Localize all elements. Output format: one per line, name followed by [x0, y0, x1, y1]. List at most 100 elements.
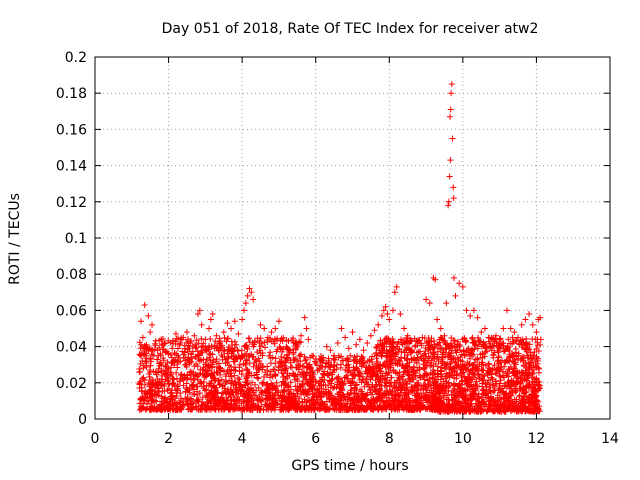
data-point	[267, 360, 274, 367]
data-point	[292, 399, 299, 406]
x-tick-label: 14	[601, 431, 619, 447]
data-point	[291, 356, 298, 363]
data-point	[243, 357, 250, 364]
data-point	[153, 405, 160, 412]
data-point	[236, 384, 243, 391]
data-point	[278, 363, 285, 370]
data-point	[280, 395, 287, 402]
grid	[95, 57, 610, 419]
data-point	[148, 347, 155, 354]
data-point	[172, 387, 179, 394]
data-point	[231, 378, 238, 385]
data-point	[167, 369, 174, 376]
data-point	[195, 396, 202, 403]
data-point	[147, 362, 154, 369]
data-point	[137, 378, 144, 385]
data-point	[177, 358, 184, 365]
data-point	[285, 393, 292, 400]
data-point	[272, 397, 279, 404]
data-point	[280, 345, 287, 352]
data-point	[224, 359, 231, 366]
data-point	[277, 345, 284, 352]
data-point	[358, 363, 365, 370]
data-point	[272, 389, 279, 396]
data-point	[173, 369, 180, 376]
data-point	[193, 337, 200, 344]
data-point	[278, 348, 285, 355]
data-point	[210, 391, 217, 398]
data-point	[246, 405, 253, 412]
data-point	[246, 360, 253, 367]
data-point	[140, 400, 147, 407]
data-point	[159, 395, 166, 402]
data-point	[299, 363, 306, 370]
data-point	[285, 338, 292, 345]
data-point	[278, 353, 285, 360]
data-point	[284, 403, 291, 410]
data-point	[137, 345, 144, 352]
data-point	[238, 387, 245, 394]
data-point	[249, 353, 256, 360]
data-point	[206, 364, 213, 371]
data-point	[190, 369, 197, 376]
data-point	[165, 377, 172, 384]
y-tick-label: 0.02	[56, 376, 87, 392]
data-point	[272, 355, 279, 362]
data-point	[189, 355, 196, 362]
data-point	[193, 371, 200, 378]
data-point	[344, 368, 351, 375]
data-point	[223, 338, 230, 345]
data-point	[164, 375, 171, 382]
data-point	[230, 352, 237, 359]
data-point	[278, 382, 285, 389]
data-point	[157, 401, 164, 408]
data-point	[170, 380, 177, 387]
data-point	[218, 394, 225, 401]
data-point	[228, 373, 235, 380]
data-point	[284, 397, 291, 404]
x-tick-label: 8	[385, 431, 394, 447]
data-point	[269, 392, 276, 399]
data-point	[148, 391, 155, 398]
data-point	[345, 358, 352, 365]
y-axis-label: ROTI / TECUs	[7, 193, 23, 285]
data-point	[269, 385, 276, 392]
data-point	[290, 335, 297, 342]
data-point	[195, 340, 202, 347]
data-point	[182, 357, 189, 364]
data-point	[246, 386, 253, 393]
data-point	[176, 378, 183, 385]
data-point	[158, 340, 165, 347]
data-point	[232, 367, 239, 374]
data-point	[217, 367, 224, 374]
data-point	[213, 344, 220, 351]
data-point	[230, 392, 237, 399]
data-point	[143, 360, 150, 367]
data-point	[309, 375, 316, 382]
y-tick-label: 0.14	[56, 159, 87, 175]
data-point	[202, 401, 209, 408]
data-point	[184, 402, 191, 409]
data-point	[154, 356, 161, 363]
data-point	[214, 363, 221, 370]
data-point	[186, 359, 193, 366]
data-point	[248, 351, 255, 358]
data-point	[156, 360, 163, 367]
data-point	[164, 396, 171, 403]
data-point	[216, 381, 223, 388]
data-point	[138, 352, 145, 359]
data-point	[222, 404, 229, 411]
data-point	[211, 405, 218, 412]
data-point	[274, 335, 281, 342]
data-point	[139, 388, 146, 395]
data-point	[254, 397, 261, 404]
data-point	[244, 399, 251, 406]
data-point	[212, 406, 219, 413]
data-point	[363, 364, 370, 371]
data-point	[159, 387, 166, 394]
data-point	[257, 406, 264, 413]
data-point	[291, 376, 298, 383]
data-point	[235, 390, 242, 397]
data-point	[229, 388, 236, 395]
data-point	[153, 398, 160, 405]
